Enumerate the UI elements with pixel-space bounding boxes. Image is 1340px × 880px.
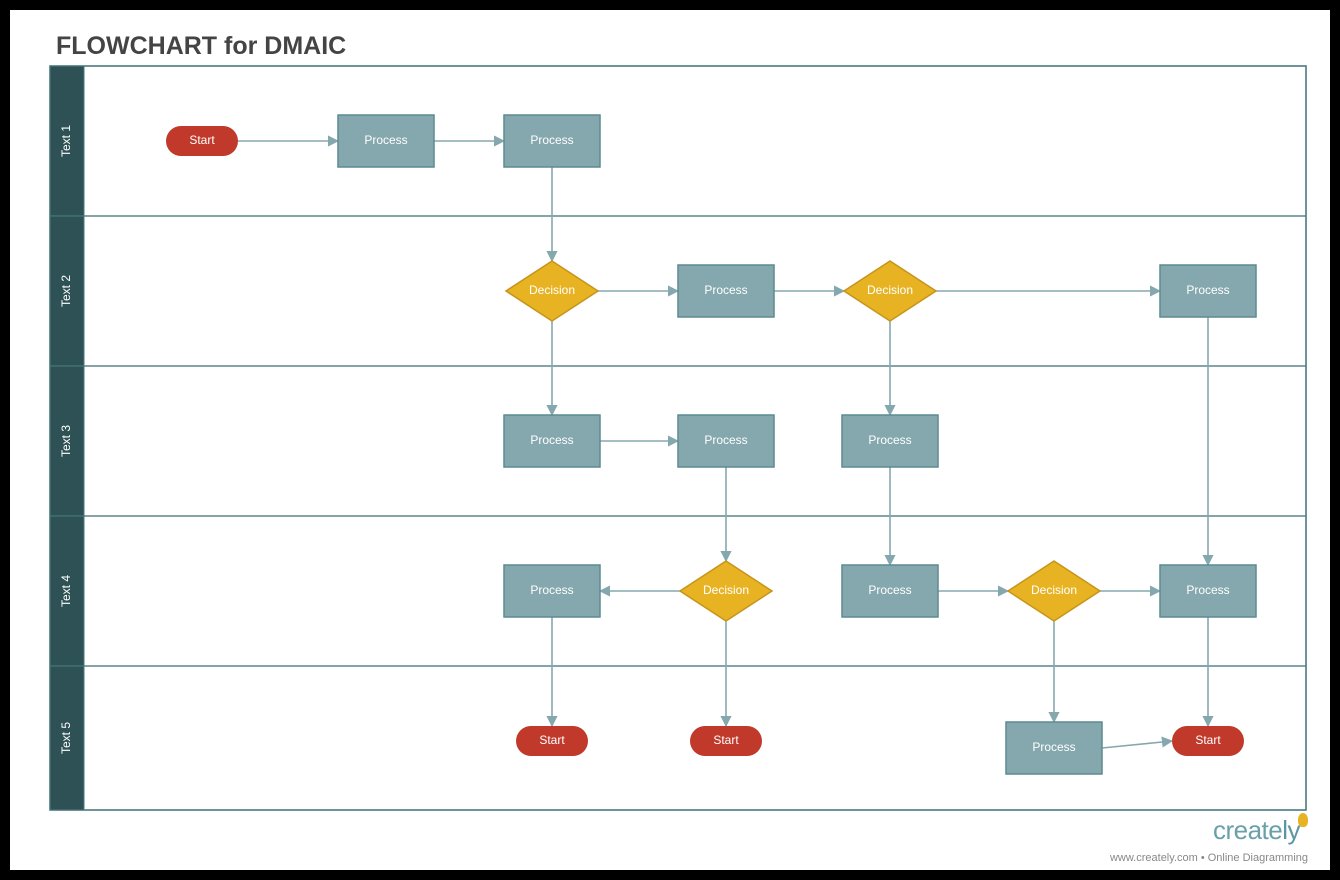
node-label: Process — [868, 433, 911, 447]
node-label: Process — [1186, 283, 1229, 297]
node-label: Decision — [529, 283, 575, 297]
lane-label: Text 3 — [59, 425, 73, 457]
lane-label: Text 1 — [59, 125, 73, 157]
lane-label: Text 4 — [59, 575, 73, 607]
diagram-frame: FLOWCHART for DMAIC Text 1Text 2Text 3Te… — [0, 0, 1340, 880]
lane-label: Text 2 — [59, 275, 73, 307]
lightbulb-icon — [1298, 813, 1308, 827]
node-label: Decision — [867, 283, 913, 297]
node-label: Start — [713, 733, 739, 747]
node-label: Process — [704, 283, 747, 297]
node-label: Process — [364, 133, 407, 147]
node-label: Process — [1186, 583, 1229, 597]
node-label: Start — [189, 133, 215, 147]
node-label: Process — [868, 583, 911, 597]
lane — [50, 666, 1306, 810]
flowchart-canvas: Text 1 Text 2 Text 3 Text 4 Text 5 Start Proce… — [10, 10, 1330, 870]
node-label: Process — [530, 583, 573, 597]
nodes: Start Process Process Decision Process Decisi… — [166, 115, 1256, 774]
footer-text: www.creately.com • Online Diagramming — [1110, 852, 1308, 864]
node-label: Process — [1032, 740, 1075, 754]
node-label: Process — [704, 433, 747, 447]
node-label: Start — [539, 733, 565, 747]
node-label: Process — [530, 433, 573, 447]
node-label: Process — [530, 133, 573, 147]
lane-label: Text 5 — [59, 722, 73, 754]
node-label: Decision — [703, 583, 749, 597]
creately-logo: creately — [1213, 815, 1308, 846]
node-label: Decision — [1031, 583, 1077, 597]
edge — [1102, 741, 1172, 748]
node-label: Start — [1195, 733, 1221, 747]
